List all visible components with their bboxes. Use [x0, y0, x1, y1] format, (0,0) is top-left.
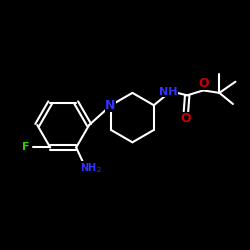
- Text: N: N: [105, 99, 116, 112]
- Text: O: O: [181, 112, 191, 125]
- Text: NH: NH: [160, 87, 178, 97]
- Text: O: O: [198, 77, 208, 90]
- Text: F: F: [22, 142, 30, 152]
- Text: NH$_2$: NH$_2$: [80, 161, 101, 175]
